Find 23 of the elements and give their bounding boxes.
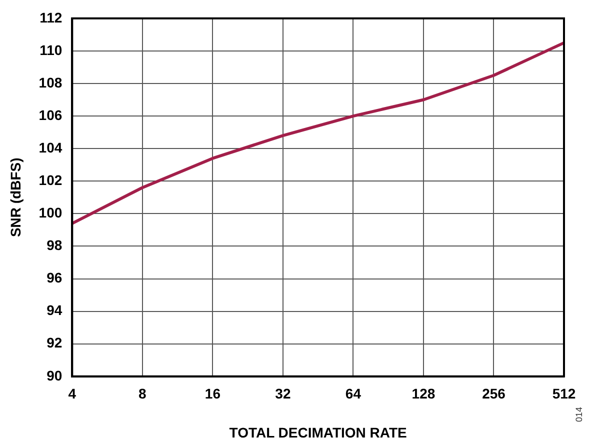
y-tick-label: 100 <box>38 204 62 221</box>
x-tick-label: 8 <box>138 386 147 402</box>
x-tick-label: 128 <box>412 386 436 402</box>
y-tick-label: 102 <box>38 172 62 188</box>
x-tick-label: 16 <box>204 386 221 402</box>
text: 014 <box>574 406 584 422</box>
x-tick-label: 64 <box>345 386 362 402</box>
y-tick-label: 104 <box>38 139 62 156</box>
x-tick-label: 256 <box>482 386 506 402</box>
y-tick-label: 94 <box>46 302 62 318</box>
y-tick-label: 110 <box>40 42 62 58</box>
y-tick-label: 96 <box>46 270 62 286</box>
y-tick-label: 92 <box>46 334 62 351</box>
y-tick-label: 106 <box>38 106 62 123</box>
y-axis-title: SNR (dBFS) <box>7 158 24 238</box>
y-tick-label: 112 <box>40 9 62 26</box>
x-tick-label: 32 <box>275 386 291 402</box>
x-axis-title: TOTAL DECIMATION RATE <box>229 424 407 440</box>
y-tick-label: 108 <box>38 74 62 90</box>
y-tick-label: 98 <box>46 237 62 254</box>
x-tick-label: 512 <box>552 386 576 402</box>
x-tick-label: 4 <box>68 386 76 402</box>
y-tick-label: 90 <box>46 367 62 384</box>
